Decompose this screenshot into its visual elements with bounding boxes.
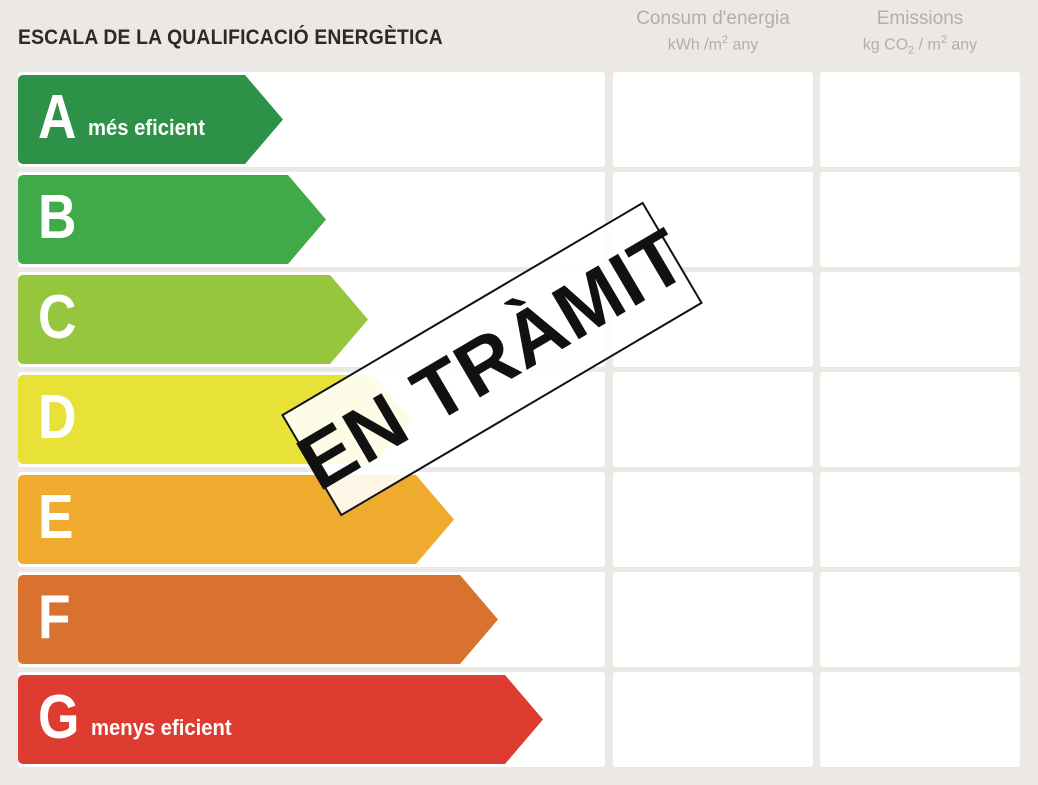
chart-header: ESCALA DE LA QUALIFICACIÓ ENERGÈTICA Con… [0, 0, 1038, 72]
rating-row-e: E [0, 472, 1038, 567]
emissions-value-e [820, 472, 1020, 567]
emissions-unit-sub: 2 [908, 44, 915, 57]
emissions-unit-sup: 2 [940, 34, 947, 47]
emissions-value-b [820, 172, 1020, 267]
page-title: ESCALA DE LA QUALIFICACIÓ ENERGÈTICA [18, 26, 443, 49]
energy-band-letter: A [38, 82, 76, 152]
energy-band-letter: F [38, 582, 70, 652]
energy-band-c[interactable]: C [18, 275, 368, 364]
consumption-value-e [613, 472, 813, 567]
emissions-value-f [820, 572, 1020, 667]
consumption-value-g [613, 672, 813, 767]
consumption-value-d [613, 372, 813, 467]
consum-unit-sup: 2 [721, 34, 729, 47]
column-header-consum-unit: kWh /m2 any [613, 33, 813, 55]
emissions-unit-prefix: kg CO [862, 36, 909, 54]
energy-band-letter: B [38, 182, 76, 252]
column-header-consum: Consum d'energia kWh /m2 any [613, 6, 813, 56]
column-header-consum-label: Consum d'energia [636, 8, 790, 29]
column-header-emissions: Emissions kg CO2 / m2 any [820, 6, 1020, 58]
consum-unit-suffix: any [728, 36, 759, 54]
emissions-value-c [820, 272, 1020, 367]
energy-band-f[interactable]: F [18, 575, 498, 664]
energy-band-letter: D [38, 382, 76, 452]
emissions-value-d [820, 372, 1020, 467]
consumption-value-a [613, 72, 813, 167]
energy-band-sublabel: menys eficient [91, 714, 232, 740]
energy-band-letter: E [38, 482, 73, 552]
emissions-unit-mid: / m [914, 36, 941, 54]
rating-row-f: F [0, 572, 1038, 667]
consumption-value-f [613, 572, 813, 667]
energy-band-b[interactable]: B [18, 175, 326, 264]
emissions-unit-suffix: any [946, 36, 978, 54]
energy-band-letter: G [38, 682, 79, 752]
energy-band-letter: C [38, 282, 76, 352]
column-header-emissions-label: Emissions [876, 8, 964, 29]
consum-unit-prefix: kWh /m [667, 36, 722, 54]
column-header-emissions-unit: kg CO2 / m2 any [820, 33, 1020, 58]
energy-band-sublabel: més eficient [87, 114, 205, 140]
emissions-value-a [820, 72, 1020, 167]
emissions-value-g [820, 672, 1020, 767]
rating-row-b: B [0, 172, 1038, 267]
